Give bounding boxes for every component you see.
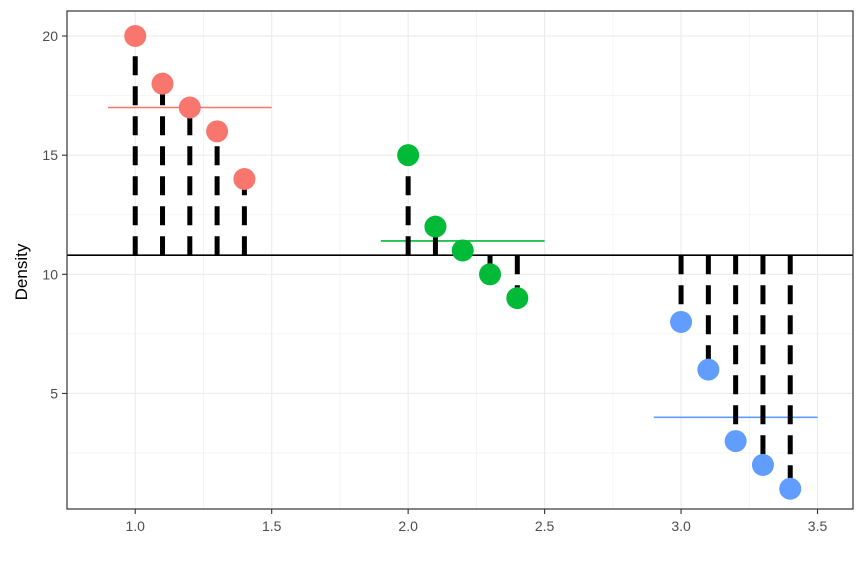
data-point xyxy=(779,477,802,500)
data-point xyxy=(751,453,774,476)
y-tick-label: 10 xyxy=(42,266,58,282)
data-point xyxy=(479,263,502,286)
x-tick-label: 1.5 xyxy=(262,518,282,534)
data-point xyxy=(178,96,201,119)
minor-gridlines xyxy=(66,11,853,509)
x-tick-label: 2.0 xyxy=(398,518,418,534)
data-point xyxy=(670,310,693,333)
data-point xyxy=(124,25,147,48)
data-point xyxy=(151,72,174,95)
x-tick-label: 3.5 xyxy=(808,518,828,534)
y-axis-title: Density xyxy=(12,243,31,300)
data-point xyxy=(724,430,747,453)
y-tick-label: 15 xyxy=(42,147,58,163)
y-tick-label: 5 xyxy=(50,385,58,401)
y-tick-label: 20 xyxy=(42,28,58,44)
data-point xyxy=(697,358,720,381)
panel-border xyxy=(66,10,854,510)
data-point xyxy=(506,287,529,310)
data-point xyxy=(233,167,256,190)
data-point xyxy=(424,215,447,238)
data-point xyxy=(451,239,474,262)
points-layer xyxy=(124,25,802,500)
x-axis: 1.0 1.5 2.0 2.5 3.0 3.5 xyxy=(125,509,827,534)
x-tick-label: 3.0 xyxy=(671,518,691,534)
x-tick-label: 2.5 xyxy=(535,518,555,534)
data-point xyxy=(397,144,420,167)
x-tick-label: 1.0 xyxy=(125,518,145,534)
y-axis: 5 10 15 20 xyxy=(42,28,67,401)
data-point xyxy=(206,120,229,143)
